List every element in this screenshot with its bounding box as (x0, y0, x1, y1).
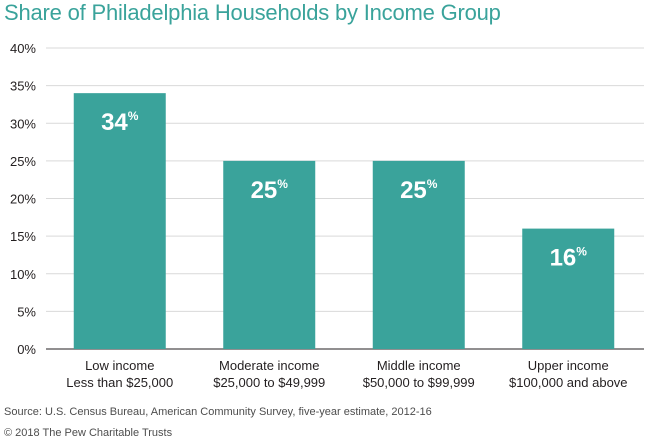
chart-title: Share of Philadelphia Households by Inco… (4, 0, 501, 25)
copyright-note: © 2018 The Pew Charitable Trusts (4, 427, 173, 439)
x-tick-label: $100,000 and above (509, 375, 628, 390)
bar (73, 93, 166, 350)
y-tick-label: 5% (17, 304, 36, 319)
x-tick-label: Middle income (377, 358, 461, 373)
y-tick-label: 15% (10, 229, 36, 244)
bar-chart: 0% 5% 10% 15% 20% 25% 30% 35% 40% 34% 25% 25% 16% L… (10, 41, 644, 390)
bar-data-label: 25% (251, 177, 289, 204)
bar-data-label: 25% (400, 177, 438, 204)
x-tick-label: Low income (85, 358, 154, 373)
bars (73, 93, 615, 350)
bar (223, 160, 316, 349)
x-tick-label: Less than $25,000 (66, 375, 173, 390)
x-tick-label: Upper income (528, 358, 609, 373)
source-note: Source: U.S. Census Bureau, American Com… (4, 406, 432, 418)
y-tick-label: 35% (10, 79, 36, 94)
bar-data-labels: 34% 25% 25% 16% (101, 109, 587, 271)
x-tick-label: $25,000 to $49,999 (213, 375, 325, 390)
y-tick-label: 25% (10, 154, 36, 169)
y-tick-label: 0% (17, 342, 36, 357)
x-axis-ticks: Low income Less than $25,000 Moderate inco… (66, 358, 627, 390)
y-tick-label: 40% (10, 41, 36, 56)
bar (372, 160, 465, 349)
bar-data-label: 16% (550, 245, 588, 272)
x-tick-label: $50,000 to $99,999 (363, 375, 475, 390)
y-tick-label: 30% (10, 116, 36, 131)
y-tick-label: 20% (10, 192, 36, 207)
bar-data-label: 34% (101, 109, 139, 136)
x-tick-label: Moderate income (219, 358, 319, 373)
y-axis-ticks: 0% 5% 10% 15% 20% 25% 30% 35% 40% (10, 41, 36, 357)
bar (522, 228, 615, 349)
y-tick-label: 10% (10, 267, 36, 282)
